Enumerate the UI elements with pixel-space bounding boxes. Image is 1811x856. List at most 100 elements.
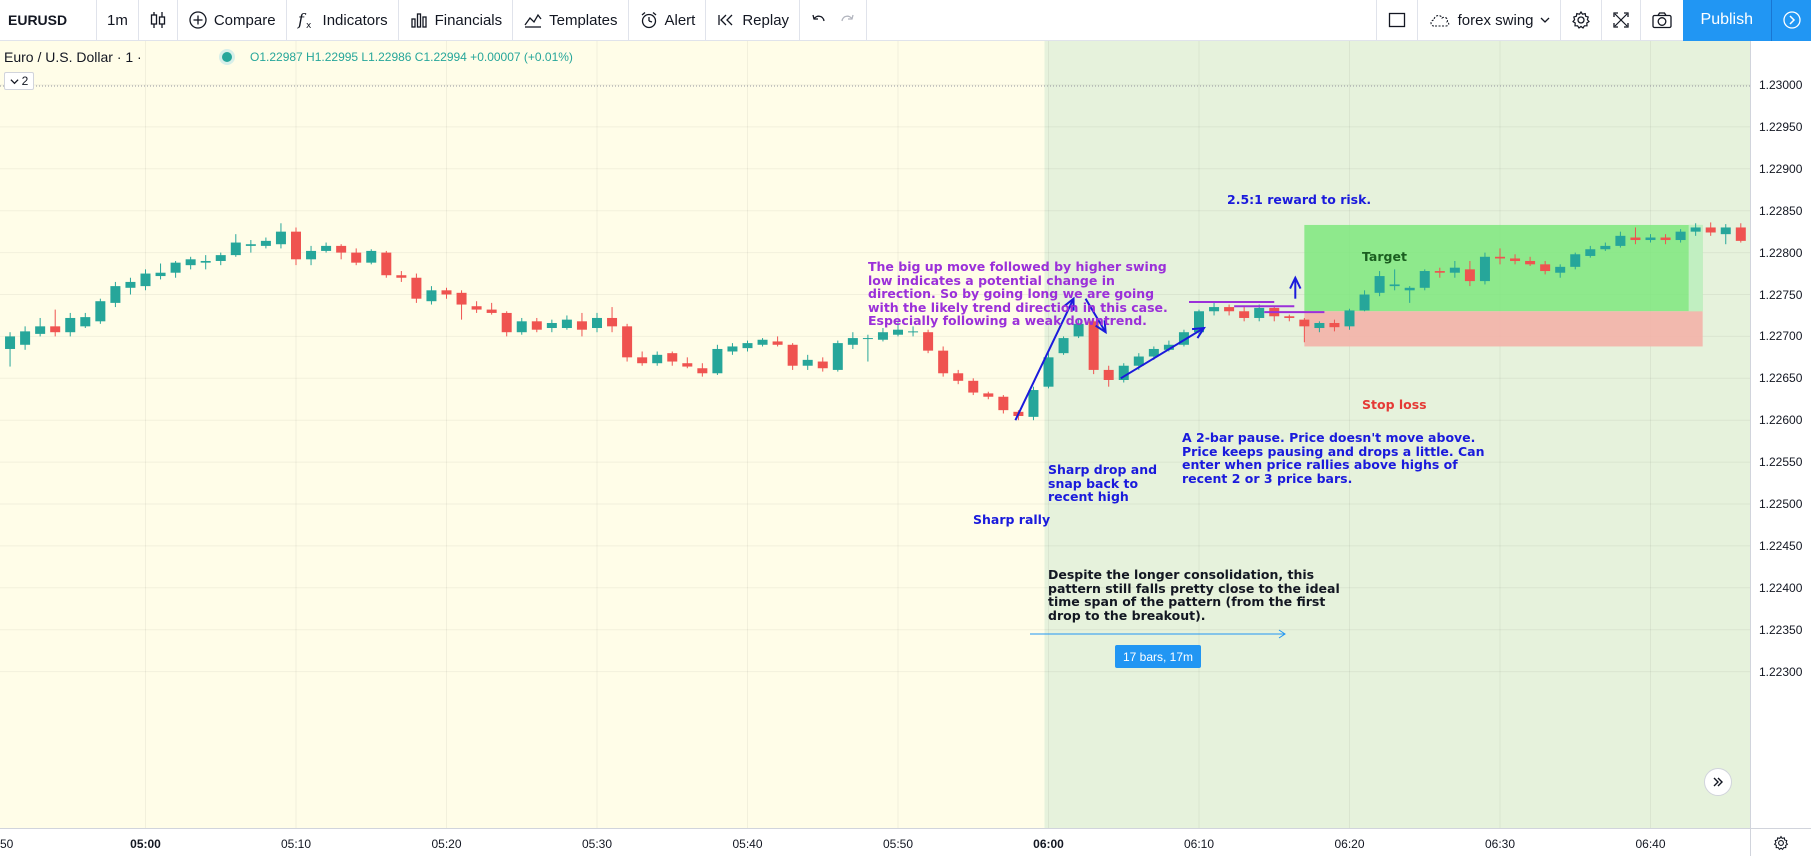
price-tick-label: 1.22300: [1759, 664, 1803, 679]
candle-up: [862, 338, 873, 340]
candle-down: [291, 231, 301, 260]
toolbar-separator: [1639, 0, 1641, 41]
alert-label: Alert: [664, 11, 696, 29]
date-range-badge[interactable]: 17 bars, 17m: [1115, 645, 1201, 668]
double-chevron-right-icon: [1713, 777, 1723, 787]
compare-button[interactable]: Compare: [178, 0, 286, 41]
candle-up: [230, 242, 241, 256]
price-scale[interactable]: 1.23000 1.22950 1.22900 1.22850 1.22800 1.227…: [1750, 41, 1811, 828]
candle-down: [817, 361, 828, 369]
toolbar-separator: [705, 0, 707, 41]
candle-up: [1133, 356, 1144, 366]
collapse-legend-button[interactable]: 2: [4, 72, 34, 90]
candle-down: [697, 368, 708, 374]
time-tick-label: 05:40: [732, 837, 763, 851]
price-tick-label: 1.22500: [1759, 497, 1803, 511]
layout-select[interactable]: forex swing: [1418, 0, 1560, 41]
candle-up: [1600, 245, 1611, 250]
price-tick-label: 1.22900: [1759, 161, 1803, 176]
candle-up: [1058, 338, 1069, 354]
candles-icon: [150, 12, 165, 28]
camera-icon: [1651, 12, 1672, 29]
candle-down: [456, 292, 467, 305]
sharp-drop-note[interactable]: Sharp drop and snap back to recent high: [1048, 462, 1158, 504]
candle-up: [1690, 227, 1701, 232]
candle-down: [1540, 264, 1551, 272]
chart-pane[interactable]: [0, 41, 1750, 828]
candle-up: [426, 290, 437, 302]
reward-risk-note[interactable]: 2.5:1 reward to risk.: [1227, 192, 1372, 207]
price-chart[interactable]: [0, 41, 1750, 828]
replay-button[interactable]: Replay: [706, 0, 799, 41]
candle-up: [592, 317, 602, 329]
candle-down: [1660, 237, 1671, 241]
financials-button[interactable]: Financials: [399, 0, 513, 41]
alert-button[interactable]: Alert: [629, 0, 706, 41]
price-tick-label: 1.23000: [1759, 78, 1803, 92]
candle-down: [607, 317, 618, 327]
candle-down: [923, 332, 934, 351]
price-tick-label: 1.22650: [1759, 371, 1803, 386]
play-circle-icon: [1782, 11, 1801, 29]
price-tick-label: 1.22850: [1759, 203, 1803, 218]
gear-icon: [1773, 835, 1789, 850]
candle-up: [185, 259, 196, 266]
time-tick-label: 06:40: [1635, 837, 1666, 851]
consolidation-note[interactable]: Despite the longer consolidation, this p…: [1048, 567, 1340, 623]
toolbar-separator: [627, 0, 629, 41]
sharp-rally-label[interactable]: Sharp rally: [973, 512, 1051, 527]
redo-button[interactable]: [838, 0, 866, 41]
interval-button[interactable]: 1m: [107, 11, 128, 29]
undo-button[interactable]: [800, 0, 838, 41]
scroll-to-realtime-button[interactable]: [1704, 768, 1732, 796]
price-tick-label: 1.22950: [1759, 119, 1803, 134]
toolbar-separator: [285, 0, 287, 41]
candle-down: [682, 363, 693, 367]
candle-down: [396, 275, 407, 278]
chart-settings-corner[interactable]: [1750, 828, 1811, 856]
fullscreen-layout-button[interactable]: [1377, 0, 1417, 41]
replay-label: Replay: [742, 11, 790, 29]
candle-up: [5, 336, 16, 349]
candle-up: [321, 245, 332, 251]
candle-down: [1705, 227, 1716, 233]
collapse-count: 2: [21, 74, 29, 88]
templates-button[interactable]: Templates: [513, 0, 627, 41]
candle-up: [1479, 256, 1490, 282]
candle-down: [441, 290, 452, 295]
candle-up: [1615, 235, 1626, 246]
candle-up: [155, 272, 166, 277]
fullscreen-button[interactable]: [1602, 0, 1640, 41]
candle-up: [1359, 294, 1370, 311]
time-scale[interactable]: 50 05:00 05:10 05:20 05:30 05:40 05:50 06:00 06:…: [0, 828, 1750, 856]
publish-menu-button[interactable]: [1771, 0, 1811, 41]
svg-text:f: f: [297, 10, 307, 29]
redo-icon: [841, 14, 854, 22]
stop-loss-label[interactable]: Stop loss: [1362, 397, 1427, 412]
candle-down: [1464, 269, 1475, 282]
templates-label: Templates: [549, 11, 618, 29]
pre-session-background: [0, 41, 1045, 828]
publish-button[interactable]: Publish: [1682, 0, 1771, 41]
candle-up: [1645, 237, 1656, 241]
candle-down: [1224, 307, 1235, 312]
settings-button[interactable]: [1561, 0, 1601, 41]
candle-up: [1163, 344, 1174, 350]
ohlc-values: O1.22987 H1.22995 L1.22986 C1.22994 +0.0…: [250, 50, 573, 64]
target-label[interactable]: Target: [1362, 249, 1407, 264]
toolbar-separator: [1559, 0, 1561, 41]
candle-up: [245, 244, 256, 246]
symbol-search-button[interactable]: EURUSD: [8, 12, 68, 28]
alarm-clock-icon: [641, 12, 656, 29]
price-tick-label: 1.22450: [1759, 538, 1803, 553]
post-session-background: [1044, 41, 1750, 828]
snapshot-button[interactable]: [1641, 0, 1683, 41]
pause-note[interactable]: A 2-bar pause. Price doesn't move above.…: [1182, 430, 1485, 486]
chart-type-button[interactable]: [139, 0, 177, 41]
candle-down: [772, 341, 783, 345]
time-tick-label: 06:10: [1183, 837, 1215, 851]
trend-change-note[interactable]: The big up move followed by higher swing…: [868, 259, 1168, 328]
candle-down: [968, 380, 979, 393]
candle-up: [1720, 227, 1731, 235]
